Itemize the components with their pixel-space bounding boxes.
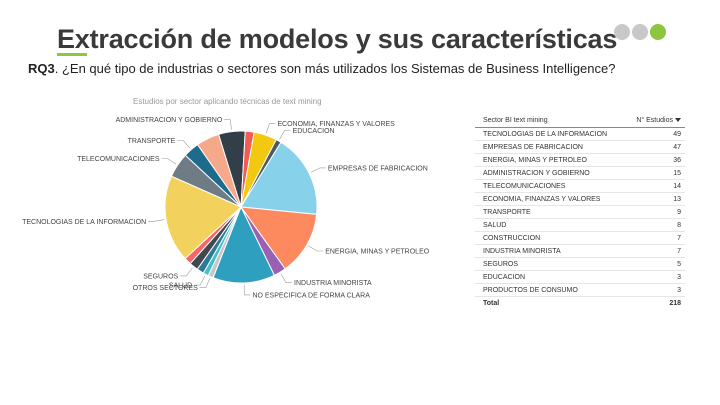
pie-leader-line xyxy=(243,284,251,296)
table-row[interactable]: SEGUROS 5 xyxy=(475,257,685,271)
pie-leader-line xyxy=(279,130,291,140)
table-cell-sector: EMPRESAS DE FABRICACION xyxy=(475,140,623,154)
column-header-studies[interactable]: N° Estudios xyxy=(622,113,685,128)
table-row[interactable]: PRODUCTOS DE CONSUMO 3 xyxy=(475,283,685,297)
question-prefix: RQ3 xyxy=(28,61,55,76)
pie-label: SALUD xyxy=(169,282,192,289)
table-cell-sector: ECONOMIA, FINANZAS Y VALORES xyxy=(475,192,623,206)
title-accent-bar xyxy=(57,53,87,56)
table-cell-count: 15 xyxy=(622,166,685,180)
column-header-studies-label: N° Estudios xyxy=(636,116,673,124)
pie-label: EDUCACION xyxy=(293,128,335,135)
table-cell-sector: SEGUROS xyxy=(475,257,623,271)
table-cell-sector: TELECOMUNICACIONES xyxy=(475,179,623,193)
table-row[interactable]: TRANSPORTE 9 xyxy=(475,205,685,219)
table-cell-count: 9 xyxy=(622,205,685,219)
pie-label: INDUSTRIA MINORISTA xyxy=(294,280,372,287)
pie-label: ECONOMIA, FINANZAS Y VALORES xyxy=(277,121,395,128)
table-cell-sector: ENERGIA, MINAS Y PETROLEO xyxy=(475,153,623,167)
table-cell-sector: TECNOLOGIAS DE LA INFORMACION xyxy=(475,127,623,141)
pie-slices xyxy=(164,130,318,284)
nav-dot-1[interactable] xyxy=(614,24,630,40)
table-total-label: Total xyxy=(475,296,623,309)
table-body: TECNOLOGIAS DE LA INFORMACION 49 EMPRESAS … xyxy=(475,127,685,309)
pie-leader-line xyxy=(280,273,292,283)
pie-slice[interactable] xyxy=(212,205,276,284)
research-question: RQ3. ¿En qué tipo de industrias o sector… xyxy=(28,61,615,76)
pie-label: TECNOLOGIAS DE LA INFORMACION xyxy=(22,219,146,226)
pie-slice[interactable] xyxy=(196,133,242,208)
pie-leader-lines xyxy=(148,119,326,296)
sector-table: Sector BI text mining N° Estudios TECNOL… xyxy=(475,113,685,309)
sort-desc-icon xyxy=(675,117,681,122)
pie-leader-line xyxy=(177,140,191,149)
pie-label: EMPRESAS DE FABRICACION xyxy=(328,165,428,172)
table-row[interactable]: INDUSTRIA MINORISTA 7 xyxy=(475,244,685,258)
table-cell-sector: SALUD xyxy=(475,218,623,232)
table-total-row: Total 218 xyxy=(475,296,685,309)
pie-slice[interactable] xyxy=(164,175,242,260)
nav-dot-2[interactable] xyxy=(632,24,648,40)
pie-leader-line xyxy=(310,167,326,173)
pie-leader-line xyxy=(148,219,165,222)
table-row[interactable]: ECONOMIA, FINANZAS Y VALORES 13 xyxy=(475,192,685,206)
pie-slice[interactable] xyxy=(239,206,318,270)
table-cell-count: 49 xyxy=(622,127,685,141)
table-row[interactable]: TECNOLOGIAS DE LA INFORMACION 49 xyxy=(475,127,685,141)
table-row[interactable]: ADMINISTRACION Y GOBIERNO 15 xyxy=(475,166,685,180)
pie-slice[interactable] xyxy=(240,141,318,215)
pie-leader-line xyxy=(224,119,232,130)
table-cell-count: 13 xyxy=(622,192,685,206)
table-cell-sector: EDUCACION xyxy=(475,270,623,284)
sector-table-container: Sector BI text mining N° Estudios TECNOL… xyxy=(475,113,685,309)
table-cell-count: 3 xyxy=(622,283,685,297)
pie-label: ENERGIA, MINAS Y PETROLEO xyxy=(325,249,430,256)
pie-label: OTROS SECTORES xyxy=(133,285,199,292)
pie-labels: ADMINISTRACION Y GOBIERNO ECONOMIA, FINAN… xyxy=(22,117,430,299)
chart-title: Estudios por sector aplicando técnicas d… xyxy=(133,97,322,106)
table-row[interactable]: SALUD 8 xyxy=(475,218,685,232)
pie-chart: Estudios por sector aplicando técnicas d… xyxy=(22,97,430,299)
table-cell-count: 8 xyxy=(622,218,685,232)
table-cell-count: 5 xyxy=(622,257,685,271)
table-header-row: Sector BI text mining N° Estudios xyxy=(475,113,685,128)
pie-leader-line xyxy=(194,275,206,286)
table-cell-count: 36 xyxy=(622,153,685,167)
table-cell-count: 47 xyxy=(622,140,685,154)
table-cell-sector: TRANSPORTE xyxy=(475,205,623,219)
pie-label: NO ESPECIFICA DE FORMA CLARA xyxy=(252,292,370,299)
question-text: . ¿En qué tipo de industrias o sectores … xyxy=(54,61,616,76)
table-row[interactable]: ENERGIA, MINAS Y PETROLEO 36 xyxy=(475,153,685,167)
pie-leader-line xyxy=(161,158,177,165)
table-cell-count: 7 xyxy=(622,244,685,258)
slide-nav-dots xyxy=(614,24,666,42)
table-total-value: 218 xyxy=(622,296,685,309)
nav-dot-3[interactable] xyxy=(650,24,666,40)
pie-label: SEGUROS xyxy=(143,273,178,280)
table-row[interactable]: CONSTRUCCION 7 xyxy=(475,231,685,245)
column-header-sector[interactable]: Sector BI text mining xyxy=(475,113,623,128)
table-cell-sector: PRODUCTOS DE CONSUMO xyxy=(475,283,623,297)
table-cell-count: 3 xyxy=(622,270,685,284)
table-cell-sector: CONSTRUCCION xyxy=(475,231,623,245)
table-row[interactable]: EMPRESAS DE FABRICACION 47 xyxy=(475,140,685,154)
pie-label: ADMINISTRACION Y GOBIERNO xyxy=(116,117,223,124)
table-cell-sector: ADMINISTRACION Y GOBIERNO xyxy=(475,166,623,180)
pie-label: TELECOMUNICACIONES xyxy=(77,156,160,163)
pie-leader-line xyxy=(199,278,211,288)
pie-leader-line xyxy=(180,267,193,277)
table-cell-sector: INDUSTRIA MINORISTA xyxy=(475,244,623,258)
table-row[interactable]: TELECOMUNICACIONES 14 xyxy=(475,179,685,193)
table-cell-count: 7 xyxy=(622,231,685,245)
pie-leader-line xyxy=(308,245,324,252)
pie-leader-line xyxy=(265,123,276,134)
pie-label: TRANSPORTE xyxy=(128,138,176,145)
table-row[interactable]: EDUCACION 3 xyxy=(475,270,685,284)
table-cell-count: 14 xyxy=(622,179,685,193)
slide-title: Extracción de modelos y sus característi… xyxy=(57,24,618,54)
